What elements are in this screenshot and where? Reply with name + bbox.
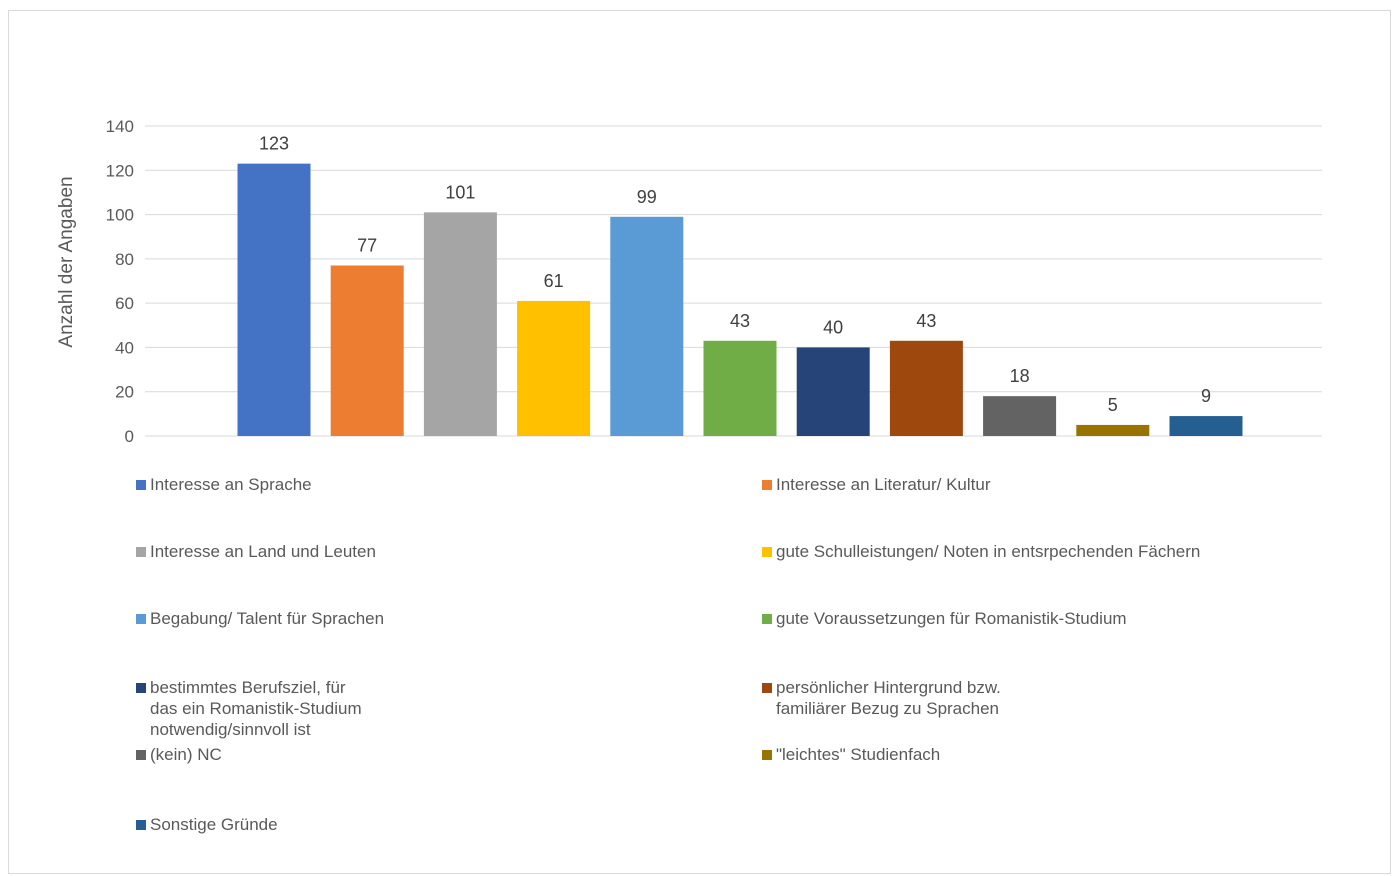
y-tick-label: 60 [115, 294, 134, 313]
legend-swatch [136, 480, 146, 490]
y-axis-label: Anzahl der Angaben [56, 176, 77, 347]
legend-item: gute Voraussetzungen für Romanistik-Stud… [762, 608, 1127, 629]
legend-item: (kein) NC [136, 744, 222, 765]
legend-label: Interesse an Land und Leuten [150, 542, 376, 561]
legend-swatch [762, 750, 772, 760]
legend-label: bestimmtes Berufsziel, für das ein Roman… [150, 678, 362, 739]
legend-label: Interesse an Literatur/ Kultur [776, 475, 991, 494]
legend-item: gute Schulleistungen/ Noten in entsrpech… [762, 541, 1200, 562]
legend-label: Sonstige Gründe [150, 815, 278, 834]
bar [1169, 416, 1243, 436]
legend-item: Interesse an Land und Leuten [136, 541, 376, 562]
legend-item: persönlicher Hintergrund bzw. familiärer… [762, 677, 1001, 719]
data-label: 9 [1201, 386, 1211, 406]
bar [423, 212, 497, 436]
bar [610, 216, 684, 436]
legend-swatch [762, 614, 772, 624]
legend-swatch [762, 480, 772, 490]
legend-item: Interesse an Sprache [136, 474, 312, 495]
bar [1076, 424, 1150, 436]
legend-label: gute Schulleistungen/ Noten in entsrpech… [776, 542, 1201, 561]
bar [703, 340, 777, 436]
legend-item: Sonstige Gründe [136, 814, 278, 835]
legend-swatch [136, 614, 146, 624]
legend-swatch [136, 547, 146, 557]
legend-swatch [136, 683, 146, 693]
y-tick-label: 140 [106, 117, 134, 136]
data-labels: 123 77 101 61 99 43 40 43 18 5 9 [259, 134, 1211, 415]
data-label: 5 [1108, 395, 1118, 415]
data-label: 40 [823, 317, 843, 337]
data-label: 101 [445, 182, 475, 202]
legend-swatch [762, 547, 772, 557]
bar [889, 340, 963, 436]
legend-label: "leichtes" Studienfach [776, 745, 941, 764]
chart-frame [8, 10, 1391, 874]
y-tick-label: 0 [125, 427, 134, 446]
bar [237, 163, 311, 436]
y-tick-label: 80 [115, 250, 134, 269]
legend-swatch [136, 750, 146, 760]
bars [237, 163, 1243, 436]
bar [330, 265, 404, 436]
data-label: 77 [357, 236, 377, 256]
legend-label: Begabung/ Talent für Sprachen [150, 609, 385, 628]
data-label: 123 [259, 134, 289, 154]
y-tick-label: 120 [106, 161, 134, 180]
legend-item: Interesse an Literatur/ Kultur [762, 474, 991, 495]
legend-item: Begabung/ Talent für Sprachen [136, 608, 384, 629]
y-tick-label: 20 [115, 383, 134, 402]
legend-swatch [762, 683, 772, 693]
data-label: 43 [730, 311, 750, 331]
legend-item: bestimmtes Berufsziel, für das ein Roman… [136, 677, 362, 740]
legend-label: (kein) NC [150, 745, 222, 764]
legend-label: Interesse an Sprache [150, 475, 312, 494]
y-tick-label: 40 [115, 338, 134, 357]
bar [517, 300, 591, 436]
data-label: 61 [544, 271, 564, 291]
bar [796, 347, 870, 436]
y-tick-label: 100 [106, 206, 134, 225]
legend-label: gute Voraussetzungen für Romanistik-Stud… [776, 609, 1127, 628]
legend-swatch [136, 820, 146, 830]
legend-label: persönlicher Hintergrund bzw. familiärer… [776, 678, 1001, 718]
y-axis-ticks: 0 20 40 60 80 100 120 140 [106, 117, 134, 446]
bar [983, 396, 1057, 436]
data-label: 99 [637, 187, 657, 207]
legend-item: "leichtes" Studienfach [762, 744, 940, 765]
data-label: 18 [1010, 366, 1030, 386]
data-label: 43 [916, 311, 936, 331]
